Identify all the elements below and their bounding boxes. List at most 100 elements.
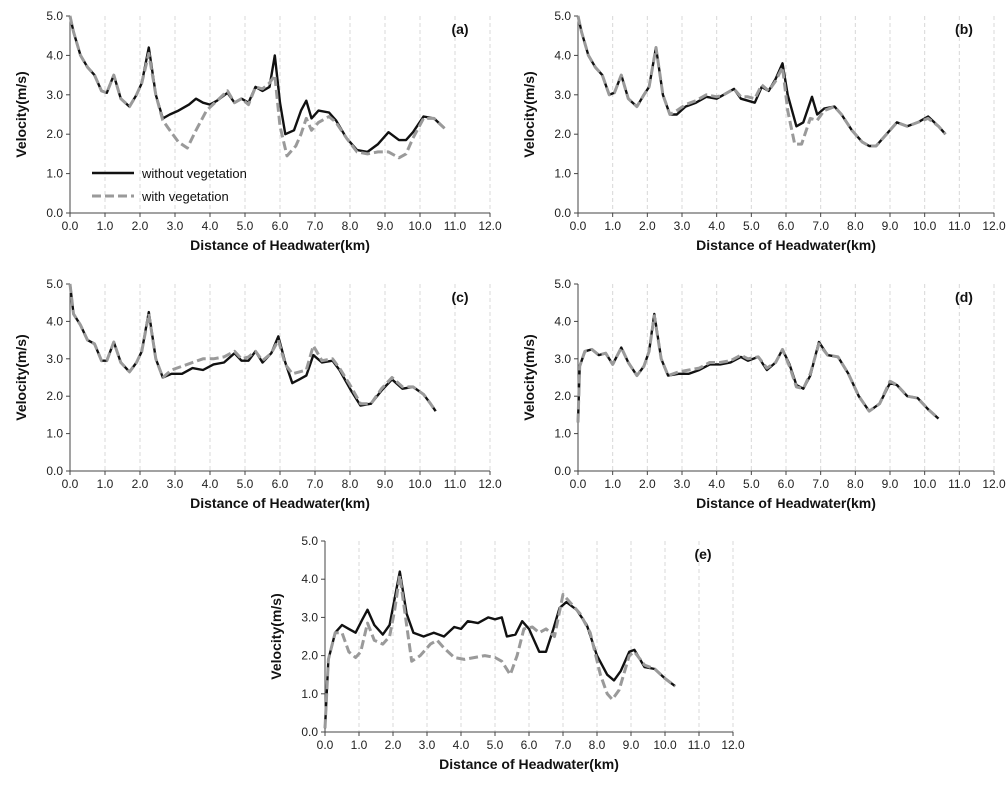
x-tick-label: 7.0 [812,219,829,233]
x-tick-label: 8.0 [342,477,359,491]
x-tick-label: 11.0 [688,738,711,752]
y-tick-label: 0.0 [554,464,571,478]
y-tick-label: 4.0 [46,314,63,328]
x-tick-label: 3.0 [674,219,691,233]
x-tick-label: 9.0 [882,219,899,233]
x-tick-label: 11.0 [444,477,467,491]
y-tick-label: 1.0 [46,167,63,181]
x-tick-label: 5.0 [237,219,254,233]
y-tick-label: 5.0 [554,9,571,23]
x-tick-label: 4.0 [708,219,725,233]
x-tick-label: 3.0 [674,477,691,491]
y-axis-title: Velocity(m/s) [521,71,537,157]
x-tick-label: 6.0 [778,477,795,491]
y-tick-label: 5.0 [46,9,63,23]
y-axis-title: Velocity(m/s) [13,334,29,420]
series-line-with-vegetation [576,15,947,148]
x-tick-label: 0.0 [62,219,79,233]
x-tick-label: 8.0 [589,738,606,752]
legend-label-without-vegetation: without vegetation [141,166,247,181]
x-tick-label: 0.0 [570,477,587,491]
y-tick-label: 4.0 [46,48,63,62]
x-tick-label: 1.0 [351,738,368,752]
x-tick-label: 7.0 [307,477,324,491]
legend: without vegetation with vegetation [92,166,247,204]
x-tick-label: 5.0 [743,477,760,491]
series-line-with-vegetation [576,314,940,423]
x-tick-label: 12.0 [478,477,502,491]
x-tick-label: 8.0 [847,219,864,233]
x-tick-label: 8.0 [342,219,359,233]
y-tick-label: 3.0 [46,352,63,366]
x-tick-label: 2.0 [639,219,656,233]
y-tick-label: 2.0 [301,649,318,663]
y-tick-label: 1.0 [554,427,571,441]
x-tick-label: 7.0 [307,219,324,233]
x-tick-label: 0.0 [570,219,587,233]
series-line-without-vegetation [68,15,446,154]
x-axis-title: Distance of Headwater(km) [439,756,619,772]
y-tick-label: 1.0 [301,687,318,701]
x-tick-label: 10.0 [653,738,677,752]
x-tick-label: 7.0 [812,477,829,491]
x-tick-label: 11.0 [948,477,971,491]
x-tick-label: 6.0 [521,738,538,752]
x-tick-label: 0.0 [62,477,79,491]
x-axis-title: Distance of Headwater(km) [190,495,370,511]
x-tick-label: 6.0 [272,219,289,233]
x-tick-label: 5.0 [743,219,760,233]
x-axis-title: Distance of Headwater(km) [696,237,876,253]
series-line-with-vegetation [68,15,446,160]
x-tick-label: 6.0 [778,219,795,233]
x-tick-label: 2.0 [132,477,149,491]
series-line-without-vegetation [323,570,676,729]
y-axis-title: Velocity(m/s) [521,334,537,420]
chart-panel-b: 0.0 1.0 2.0 3.0 4.0 5.0 6.0 7.0 8.0 9.0 10.0 11.0 12… [521,9,1006,253]
x-tick-label: 10.0 [913,219,937,233]
y-tick-label: 0.0 [554,206,571,220]
x-tick-label: 11.0 [948,219,971,233]
x-tick-label: 9.0 [377,219,394,233]
x-axis-title: Distance of Headwater(km) [696,495,876,511]
x-tick-label: 11.0 [444,219,467,233]
x-tick-label: 4.0 [202,477,219,491]
x-tick-label: 4.0 [453,738,470,752]
x-tick-label: 0.0 [317,738,334,752]
x-tick-label: 3.0 [167,219,184,233]
x-tick-label: 4.0 [708,477,725,491]
x-tick-label: 1.0 [97,477,114,491]
x-tick-label: 10.0 [408,219,432,233]
x-tick-label: 1.0 [604,477,621,491]
panel-label: (e) [694,546,711,562]
y-tick-label: 1.0 [554,167,571,181]
chart-panel-d: 0.0 1.0 2.0 3.0 4.0 5.0 6.0 7.0 8.0 9.0 10.0 11.0 12… [521,277,1006,511]
x-tick-label: 2.0 [132,219,149,233]
x-tick-label: 2.0 [639,477,656,491]
y-tick-label: 4.0 [554,48,571,62]
x-tick-label: 1.0 [97,219,114,233]
x-tick-label: 12.0 [478,219,502,233]
y-tick-label: 3.0 [301,610,318,624]
x-tick-label: 9.0 [377,477,394,491]
y-tick-label: 5.0 [46,277,63,291]
x-axis-title: Distance of Headwater(km) [190,237,370,253]
y-tick-label: 1.0 [46,427,63,441]
x-tick-label: 3.0 [167,477,184,491]
y-tick-label: 2.0 [554,389,571,403]
panel-label: (d) [955,289,973,305]
panel-label: (b) [955,21,973,37]
legend-label-with-vegetation: with vegetation [141,189,229,204]
x-tick-label: 12.0 [982,477,1006,491]
y-tick-label: 3.0 [554,88,571,102]
y-tick-label: 0.0 [301,725,318,739]
y-axis-title: Velocity(m/s) [13,71,29,157]
x-tick-label: 8.0 [847,477,864,491]
x-tick-label: 5.0 [237,477,254,491]
x-tick-label: 9.0 [882,477,899,491]
panel-label: (c) [451,289,468,305]
y-tick-label: 5.0 [301,534,318,548]
chart-panel-c: 0.0 1.0 2.0 3.0 4.0 5.0 6.0 7.0 8.0 9.0 10.0 11.0 12… [13,277,502,511]
y-tick-label: 3.0 [46,88,63,102]
chart-panel-a: 0.0 1.0 2.0 3.0 4.0 5.0 6.0 7.0 8.0 9.0 10.0 11.0 12… [13,9,502,253]
